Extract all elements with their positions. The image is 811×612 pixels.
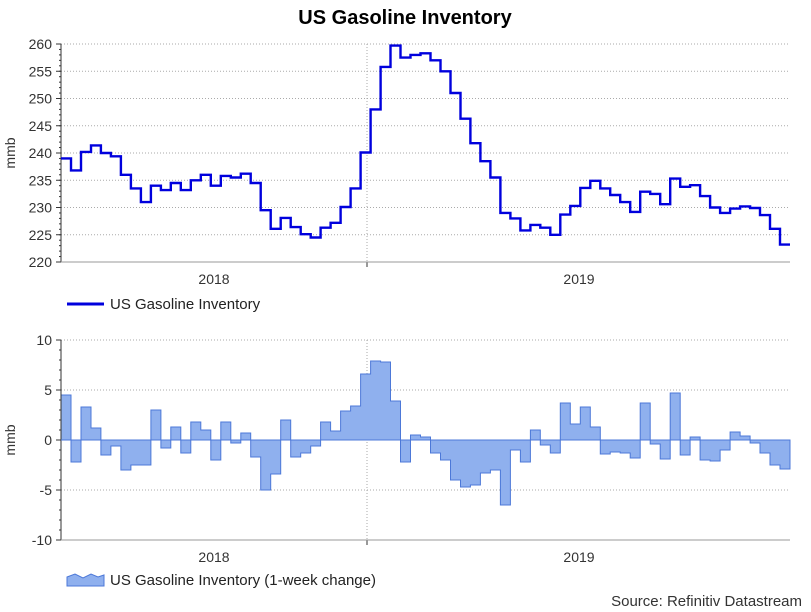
top-tick-label: 240 <box>29 145 53 161</box>
bottom-tick-label: -10 <box>32 532 52 548</box>
top-tick-label: 235 <box>29 172 53 188</box>
weekly-change-area-chart: -10 -5 0 5 10 2018 2019 mmb US Gasoline Inve… <box>2 332 791 589</box>
source-note: Source: Refinitiv Datastream <box>611 593 802 610</box>
top-tick-label: 260 <box>29 36 53 52</box>
chart-title: US Gasoline Inventory <box>298 7 512 29</box>
top-y-axis-title: mmb <box>2 137 18 168</box>
bottom-y-ticks: -10 -5 0 5 10 <box>32 332 368 548</box>
top-y-ticks: 220 225 230 235 240 245 250 255 260 <box>29 36 368 270</box>
bottom-tick-label: 0 <box>44 432 52 448</box>
top-tick-label: 255 <box>29 63 53 79</box>
top-tick-label: 250 <box>29 91 53 107</box>
bottom-y-axis-title: mmb <box>2 424 18 455</box>
top-tick-label: 245 <box>29 118 53 134</box>
top-tick-label: 225 <box>29 227 53 243</box>
top-x-label-2018: 2018 <box>198 271 229 287</box>
top-x-label-2019: 2019 <box>563 271 594 287</box>
top-tick-label: 230 <box>29 200 53 216</box>
top-gridlines <box>61 43 790 262</box>
bottom-x-label-2019: 2019 <box>563 549 594 565</box>
top-legend: US Gasoline Inventory <box>67 296 261 313</box>
top-tick-label: 220 <box>29 254 53 270</box>
top-legend-label: US Gasoline Inventory <box>110 296 261 313</box>
change-series-area <box>60 360 791 506</box>
bottom-legend-label: US Gasoline Inventory (1-week change) <box>110 572 376 589</box>
inventory-line-chart: 220 225 230 235 240 245 250 255 260 2018 2019 mm… <box>2 36 790 313</box>
bottom-x-label-2018: 2018 <box>198 549 229 565</box>
bottom-tick-label: 10 <box>36 332 52 348</box>
bottom-legend-swatch <box>66 573 105 587</box>
bottom-tick-label: -5 <box>40 482 53 498</box>
bottom-tick-label: 5 <box>44 382 52 398</box>
inventory-series-line <box>61 44 790 246</box>
bottom-legend: US Gasoline Inventory (1-week change) <box>66 572 376 589</box>
